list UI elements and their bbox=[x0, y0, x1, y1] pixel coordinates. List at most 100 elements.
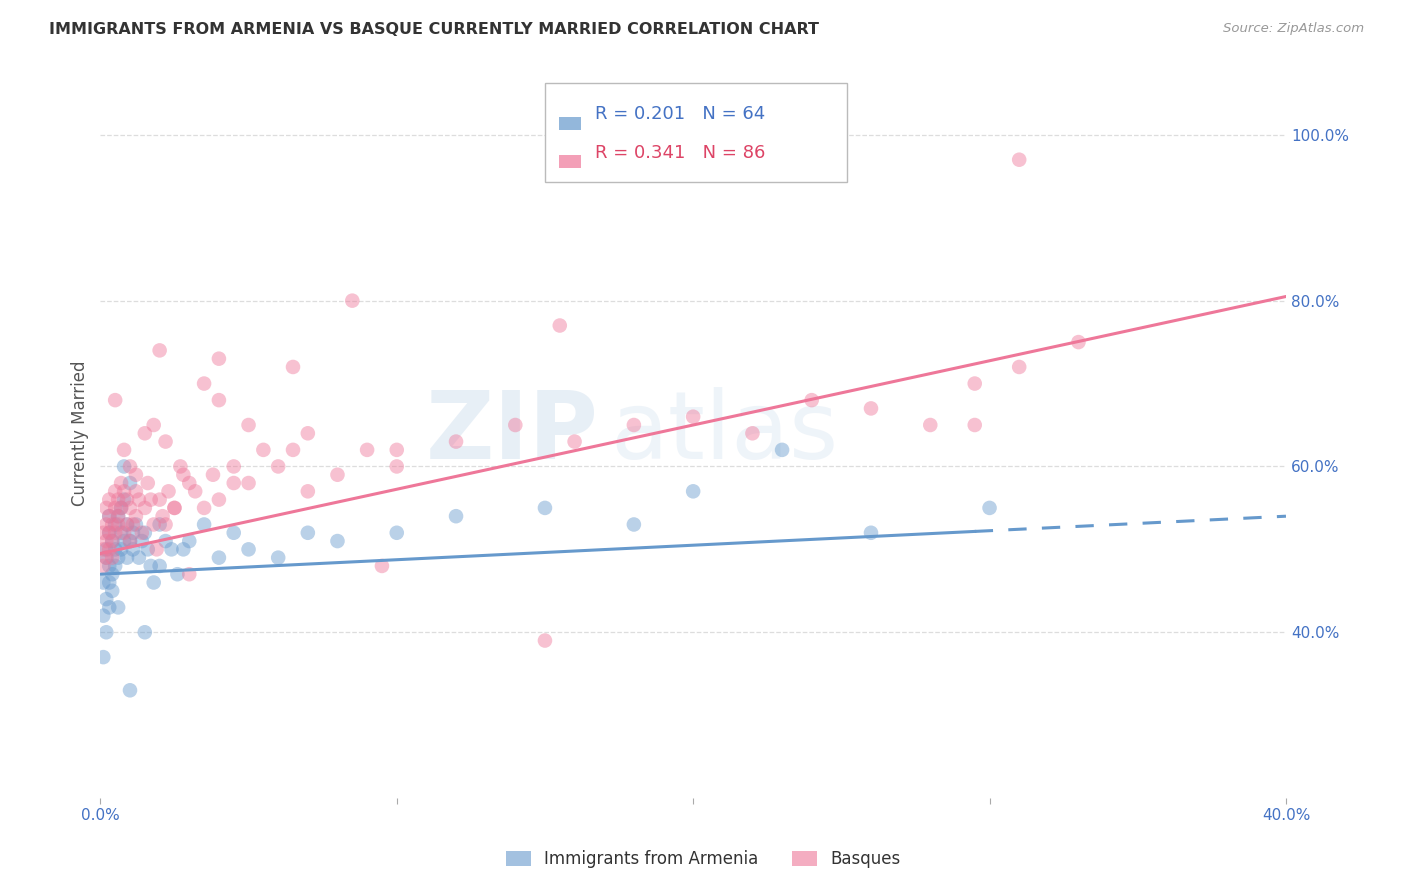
Point bbox=[963, 417, 986, 432]
Text: R = 0.341   N = 86: R = 0.341 N = 86 bbox=[595, 145, 765, 162]
Text: Source: ZipAtlas.com: Source: ZipAtlas.com bbox=[1223, 22, 1364, 36]
Point bbox=[222, 525, 245, 540]
Point bbox=[91, 650, 114, 665]
Point bbox=[741, 426, 763, 441]
Point bbox=[193, 500, 215, 515]
Point bbox=[859, 401, 882, 416]
Text: ZIP: ZIP bbox=[426, 387, 599, 479]
Point bbox=[682, 409, 704, 424]
Point bbox=[96, 550, 118, 565]
Point bbox=[134, 426, 156, 441]
Text: R = 0.201   N = 64: R = 0.201 N = 64 bbox=[595, 105, 765, 123]
Point bbox=[169, 459, 191, 474]
Point bbox=[107, 517, 129, 532]
Point bbox=[98, 509, 121, 524]
Point bbox=[142, 575, 165, 590]
Point bbox=[115, 492, 138, 507]
Point bbox=[152, 509, 174, 524]
Point bbox=[142, 417, 165, 432]
FancyBboxPatch shape bbox=[560, 155, 581, 169]
Point bbox=[184, 484, 207, 499]
Point bbox=[112, 534, 135, 549]
Point bbox=[101, 583, 124, 598]
Point bbox=[98, 509, 121, 524]
Point bbox=[1008, 153, 1031, 167]
Point bbox=[134, 500, 156, 515]
Point bbox=[139, 492, 162, 507]
Point bbox=[125, 509, 148, 524]
Point bbox=[91, 542, 114, 557]
Point bbox=[444, 434, 467, 449]
Point bbox=[107, 492, 129, 507]
Point bbox=[193, 517, 215, 532]
Point bbox=[155, 434, 177, 449]
Point bbox=[101, 550, 124, 565]
Point bbox=[107, 509, 129, 524]
Point bbox=[222, 476, 245, 491]
Point bbox=[115, 517, 138, 532]
Point bbox=[163, 500, 186, 515]
Point bbox=[201, 467, 224, 482]
Text: IMMIGRANTS FROM ARMENIA VS BASQUE CURRENTLY MARRIED CORRELATION CHART: IMMIGRANTS FROM ARMENIA VS BASQUE CURREN… bbox=[49, 22, 820, 37]
Point bbox=[534, 633, 557, 648]
Point bbox=[118, 459, 141, 474]
Point bbox=[96, 517, 118, 532]
Point bbox=[385, 525, 408, 540]
Point bbox=[172, 467, 194, 482]
Point bbox=[356, 442, 378, 457]
Point bbox=[98, 492, 121, 507]
Point bbox=[208, 351, 231, 366]
Point bbox=[548, 318, 571, 333]
Point bbox=[101, 517, 124, 532]
Y-axis label: Currently Married: Currently Married bbox=[72, 360, 89, 506]
Point bbox=[208, 550, 231, 565]
Point bbox=[104, 517, 127, 532]
Point bbox=[297, 525, 319, 540]
Point bbox=[110, 500, 132, 515]
Point bbox=[122, 542, 145, 557]
Point bbox=[98, 600, 121, 615]
Point bbox=[155, 534, 177, 549]
Point bbox=[136, 542, 159, 557]
Point bbox=[104, 542, 127, 557]
Point bbox=[118, 476, 141, 491]
Point bbox=[136, 476, 159, 491]
Point bbox=[770, 442, 793, 457]
Point bbox=[131, 525, 153, 540]
Point bbox=[682, 484, 704, 499]
Point bbox=[281, 359, 304, 374]
Point bbox=[122, 517, 145, 532]
Point bbox=[534, 500, 557, 515]
Point bbox=[1067, 335, 1090, 350]
Point bbox=[96, 625, 118, 640]
Point bbox=[564, 434, 586, 449]
Point bbox=[297, 426, 319, 441]
Point bbox=[979, 500, 1001, 515]
FancyBboxPatch shape bbox=[546, 83, 848, 182]
Point bbox=[238, 476, 260, 491]
Point bbox=[101, 567, 124, 582]
Point bbox=[125, 484, 148, 499]
Point bbox=[110, 476, 132, 491]
Point bbox=[125, 517, 148, 532]
Point bbox=[96, 500, 118, 515]
Point bbox=[112, 525, 135, 540]
Point bbox=[91, 608, 114, 623]
Point bbox=[139, 558, 162, 573]
Point bbox=[179, 534, 201, 549]
Point bbox=[155, 517, 177, 532]
Point bbox=[128, 492, 150, 507]
Legend: Immigrants from Armenia, Basques: Immigrants from Armenia, Basques bbox=[499, 844, 907, 875]
Point bbox=[963, 376, 986, 391]
Point bbox=[110, 500, 132, 515]
Point bbox=[267, 550, 290, 565]
Point bbox=[142, 517, 165, 532]
Point bbox=[145, 542, 167, 557]
Point bbox=[101, 534, 124, 549]
Point bbox=[115, 550, 138, 565]
Point bbox=[112, 484, 135, 499]
Point bbox=[179, 476, 201, 491]
Point bbox=[104, 500, 127, 515]
Point bbox=[104, 558, 127, 573]
Point bbox=[326, 467, 349, 482]
